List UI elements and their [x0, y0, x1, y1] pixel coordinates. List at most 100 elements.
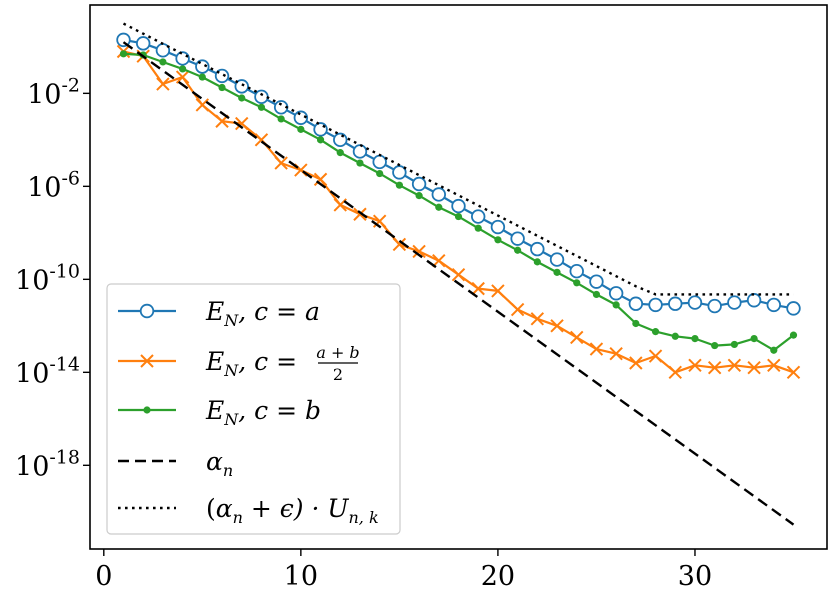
data-point [668, 296, 683, 311]
data-point [336, 149, 344, 157]
data-point [589, 274, 604, 289]
data-point [707, 360, 722, 375]
x-tick-label: 20 [481, 561, 515, 592]
data-point [648, 297, 663, 313]
legend-subscript: n [233, 508, 243, 527]
data-point [766, 297, 781, 313]
data-point [494, 236, 502, 244]
data-point [353, 207, 367, 221]
legend-box [106, 283, 401, 535]
data-point [451, 267, 466, 282]
legend-symbol: E [205, 396, 224, 425]
data-point [277, 115, 285, 123]
legend-marker [140, 354, 154, 368]
legend-rest: + ϵ) · U [243, 494, 349, 523]
legend-subscript: n, k [348, 508, 378, 527]
data-point [648, 349, 663, 363]
data-point [218, 83, 226, 92]
series-alpha-n-epsilon-u-n-k [122, 22, 794, 296]
x-tick-label: 10 [284, 561, 318, 592]
y-tick-base: 10 [27, 79, 61, 110]
series-line [122, 41, 795, 526]
data-point [629, 356, 643, 370]
series-e-n-c-b [119, 50, 798, 354]
data-point [609, 347, 623, 361]
data-point [747, 360, 761, 375]
y-tick-base: 10 [27, 172, 61, 203]
data-point [392, 237, 407, 252]
y-tick-base: 10 [15, 451, 49, 482]
data-point [257, 103, 266, 111]
data-point [451, 198, 466, 214]
data-point [372, 154, 387, 170]
data-point [786, 365, 801, 380]
data-point [435, 203, 443, 211]
data-point [711, 341, 719, 350]
data-point [632, 319, 640, 328]
data-point [687, 295, 703, 310]
data-point [136, 36, 151, 51]
y-tick-label: 10-14 [15, 353, 80, 389]
legend-fraction-denominator: 2 [333, 365, 343, 384]
data-point [530, 241, 545, 257]
data-point [553, 268, 561, 276]
y-tick-exponent: -18 [49, 446, 80, 468]
data-point [727, 358, 742, 373]
y-tick-label: 10-6 [27, 167, 80, 203]
data-point [454, 212, 463, 221]
legend-label: EN, c = b [205, 396, 321, 429]
data-point [510, 231, 525, 246]
data-point [730, 340, 738, 349]
data-point [395, 181, 403, 189]
series-line [122, 22, 794, 296]
data-point [691, 335, 699, 343]
legend-entry: αn [118, 447, 233, 480]
legend-label: αn [206, 447, 233, 480]
series-layer [116, 22, 801, 526]
legend-symbol: E [205, 297, 224, 326]
data-point [159, 58, 167, 66]
legend-label: EN, c = [205, 347, 297, 380]
legend-symbol: α [216, 494, 233, 523]
x-tick-label: 0 [95, 561, 112, 592]
legend-entry: (αn + ϵ) · Un, k [118, 494, 379, 527]
data-point [688, 358, 702, 373]
data-point [175, 51, 190, 66]
y-tick-exponent: -2 [61, 74, 80, 96]
data-point [592, 290, 601, 299]
y-tick-base: 10 [15, 265, 49, 296]
legend-label: (αn + ϵ) · Un, k [206, 494, 379, 527]
data-point [333, 132, 348, 148]
x-tick-label: 30 [678, 561, 712, 592]
data-point [156, 77, 170, 91]
legend-rest: , c = a [238, 297, 320, 326]
y-tick-exponent: -14 [49, 353, 80, 375]
data-point [471, 281, 485, 296]
data-point [789, 331, 798, 339]
data-point [530, 312, 545, 326]
legend-rest: , c = [238, 347, 297, 376]
legend-marker [139, 303, 155, 319]
series-alpha-n [122, 41, 795, 526]
data-point [235, 116, 249, 131]
legend-fraction-numerator: a + b [316, 343, 359, 362]
data-point [313, 122, 328, 137]
data-point [254, 89, 269, 105]
data-point [297, 125, 305, 133]
data-point [612, 301, 620, 309]
data-point [490, 219, 506, 235]
data-point [569, 263, 584, 279]
data-point [770, 346, 778, 354]
data-point [411, 176, 427, 192]
data-point [474, 224, 482, 232]
y-tick-label: 10-2 [27, 74, 80, 110]
data-point [432, 254, 446, 268]
data-point [533, 258, 541, 266]
legend-entry: EN, c = b [118, 396, 321, 429]
legend-entry: EN, c = a [118, 297, 320, 330]
data-point [750, 335, 758, 343]
data-point [316, 136, 325, 144]
